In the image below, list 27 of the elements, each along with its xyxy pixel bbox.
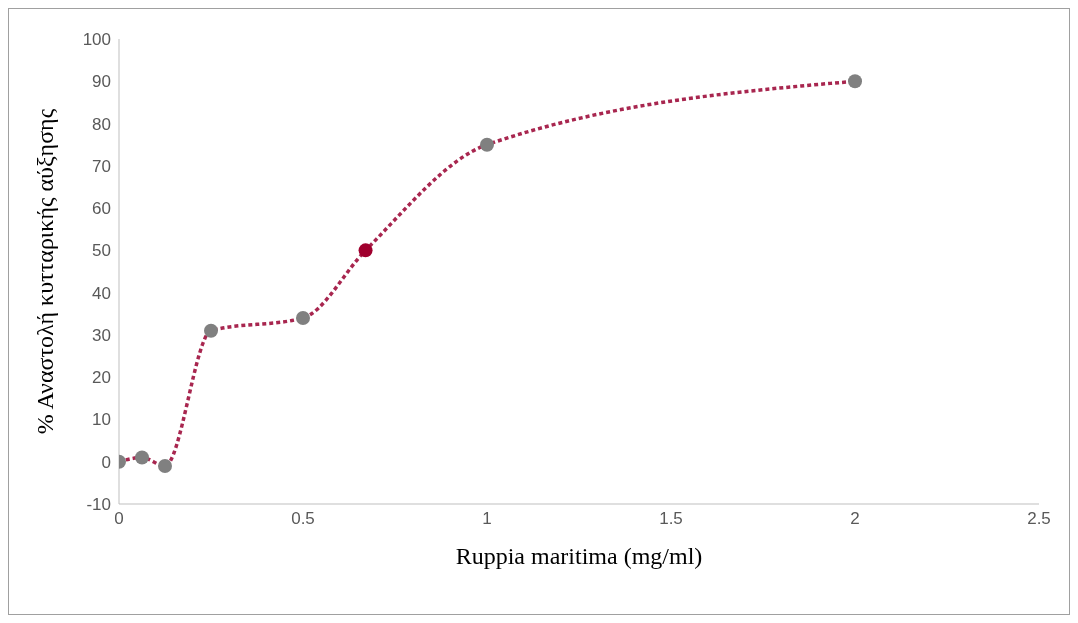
y-tick-label: 60 (92, 199, 111, 219)
point (296, 311, 310, 325)
y-tick-label: 10 (92, 410, 111, 430)
x-tick-label: 0.5 (291, 509, 315, 529)
y-tick-label: 20 (92, 368, 111, 388)
y-tick-label: 50 (92, 241, 111, 261)
point (158, 458, 172, 473)
y-tick-label: 70 (92, 156, 111, 176)
y-tick-label: 30 (92, 325, 111, 345)
x-axis-title: Ruppia maritima (mg/ml) (455, 543, 703, 569)
point (204, 323, 218, 338)
y-tick-label: 90 (92, 72, 111, 92)
point (135, 450, 149, 465)
y-tick-label: 100 (82, 30, 111, 50)
y-tick-label: 40 (92, 283, 111, 303)
x-tick-label: 2.5 (1027, 509, 1051, 529)
x-tick-label: 1 (482, 509, 492, 529)
y-axis-title: % Αναστολή κυτταρικής αύξησης (31, 108, 58, 435)
point (480, 137, 494, 152)
point (358, 243, 373, 258)
point (848, 74, 862, 89)
x-tick-label: 2 (850, 509, 860, 529)
x-tick-label: 1.5 (659, 509, 683, 529)
y-tick-label: 0 (101, 452, 111, 472)
x-tick-label: 0 (114, 509, 124, 529)
y-tick-label: -10 (86, 495, 111, 515)
y-tick-label: 80 (92, 114, 111, 134)
